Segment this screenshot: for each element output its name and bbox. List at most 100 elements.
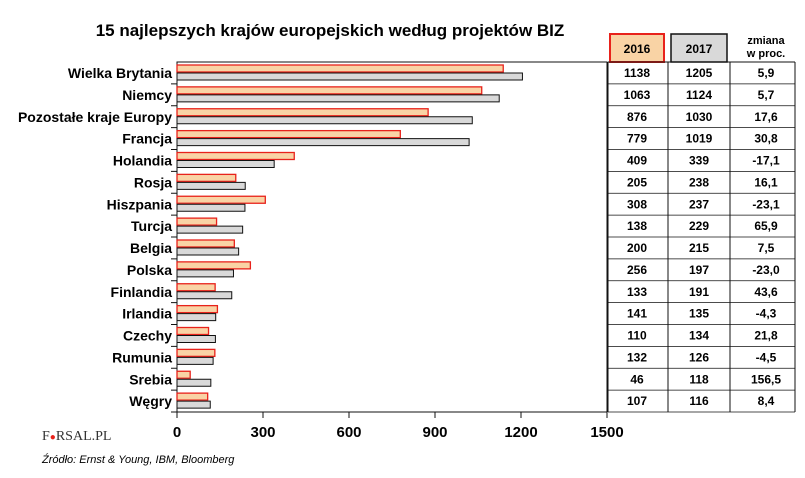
x-axis-ticks: 0 300 600 900 1200 1500	[173, 412, 624, 441]
table-cell-change: 30,8	[754, 132, 778, 146]
table-cell-2016: 107	[627, 394, 647, 408]
bar-2016	[176, 195, 266, 204]
table-cell-2016: 256	[627, 263, 647, 277]
logo-text-start: F	[42, 429, 50, 444]
category-label: Irlandia	[122, 306, 172, 322]
table-cell-2017: 238	[689, 175, 709, 189]
source-note: Źródło: Ernst & Young, IBM, Bloomberg	[41, 453, 235, 466]
x-tick-label: 600	[336, 424, 361, 441]
category-label: Czechy	[123, 328, 172, 344]
category-label: Pozostałe kraje Europy	[18, 109, 172, 125]
bar-2017	[176, 225, 244, 234]
table-cell-2016: 46	[630, 372, 644, 386]
table-cell-change: 156,5	[751, 372, 781, 386]
table-cell-change: 7,5	[758, 241, 775, 255]
table-cell-change: -23,0	[752, 263, 780, 277]
bar-2016	[176, 348, 216, 358]
table-cell-2016: 141	[627, 307, 647, 321]
table-cell-2017: 229	[689, 219, 709, 233]
change-header-line2: w proc.	[746, 48, 786, 60]
table-cell-change: 5,7	[758, 88, 775, 102]
table-cell-2016: 110	[627, 329, 647, 343]
x-tick-label: 900	[422, 424, 447, 441]
table-cell-2016: 138	[627, 219, 647, 233]
category-label: Finlandia	[111, 284, 173, 300]
table-cell-2017: 237	[689, 197, 709, 211]
table-cell-2016: 133	[627, 285, 647, 299]
bar-2017	[176, 116, 473, 125]
category-label: Turcja	[131, 218, 172, 234]
change-header-line1: zmiana	[747, 35, 785, 47]
bar-2016	[176, 129, 401, 139]
legend-2017-label: 2017	[686, 42, 713, 56]
data-table: 1138 1205 5,9 1063 1124 5,7 876 1030 17,6 779 1019…	[607, 61, 796, 413]
table-cell-change: -4,3	[756, 307, 777, 321]
bar-2017	[176, 356, 214, 365]
category-labels: Wielka Brytania Niemcy Pozostałe kraje Eur…	[18, 65, 172, 409]
table-cell-change: 17,6	[754, 110, 778, 124]
bar-2017	[176, 335, 216, 343]
table-cell-2017: 126	[689, 350, 709, 364]
bar-2017	[176, 160, 275, 168]
bar-2017	[176, 269, 234, 278]
table-cell-2017: 118	[689, 372, 709, 386]
bar-2017	[176, 181, 246, 190]
logo-dot-icon: ●	[50, 432, 56, 443]
category-label: Niemcy	[122, 87, 172, 103]
bar-2016	[176, 283, 216, 292]
table-cell-change: 21,8	[754, 329, 778, 343]
table-cell-2016: 200	[627, 241, 647, 255]
category-label: Rumunia	[112, 349, 172, 365]
bar-2016	[176, 326, 210, 336]
bars-group	[171, 64, 523, 413]
logo-text-end: RSAL.PL	[56, 429, 112, 444]
table-cell-2016: 132	[627, 350, 647, 364]
table-cell-change: -4,5	[756, 350, 777, 364]
table-cell-2016: 779	[627, 132, 647, 146]
table-cell-2016: 1138	[624, 66, 650, 80]
forsal-logo: F●RSAL.PL	[42, 429, 111, 444]
category-label: Hiszpania	[107, 196, 173, 212]
x-tick-label: 0	[173, 424, 181, 441]
bar-2017	[176, 378, 212, 387]
table-cell-2016: 1063	[624, 88, 651, 102]
legend-2017-swatch	[670, 33, 728, 63]
category-label: Francja	[122, 131, 172, 147]
bar-2017	[176, 203, 246, 212]
bar-2017	[176, 313, 217, 322]
bar-2017	[176, 291, 233, 300]
table-cell-2017: 116	[689, 394, 709, 408]
svg-text:F●RSAL.PL: F●RSAL.PL	[42, 429, 111, 444]
table-cell-2017: 1205	[686, 66, 713, 80]
legend-2016-label: 2016	[624, 42, 651, 56]
x-tick-label: 1500	[590, 424, 623, 441]
bar-2016	[176, 370, 191, 379]
bar-2016	[176, 86, 483, 95]
bar-2016	[176, 173, 237, 183]
bar-2016	[176, 108, 429, 117]
table-cell-2017: 197	[689, 263, 709, 277]
bar-2016	[176, 392, 209, 401]
bar-2017	[176, 138, 470, 147]
bar-2017	[176, 94, 500, 103]
table-cell-2017: 1030	[686, 110, 713, 124]
bar-2016	[176, 261, 252, 270]
table-cell-change: 5,9	[758, 66, 775, 80]
category-label: Belgia	[130, 240, 172, 256]
table-cell-change: 8,4	[758, 394, 775, 408]
category-label: Węgry	[129, 393, 172, 409]
category-label: Srebia	[129, 371, 172, 387]
category-label: Holandia	[113, 153, 172, 169]
bar-2017	[176, 400, 211, 409]
table-cell-2017: 134	[689, 329, 709, 343]
table-cell-2017: 215	[689, 241, 709, 255]
x-tick-label: 300	[250, 424, 275, 441]
table-cell-2016: 205	[627, 175, 647, 189]
bar-2016	[176, 304, 219, 314]
bar-2017	[176, 247, 240, 256]
bar-2016	[176, 239, 235, 248]
table-cell-change: 16,1	[754, 175, 778, 189]
table-cell-2017: 191	[689, 285, 709, 299]
table-cell-change: -23,1	[752, 197, 780, 211]
